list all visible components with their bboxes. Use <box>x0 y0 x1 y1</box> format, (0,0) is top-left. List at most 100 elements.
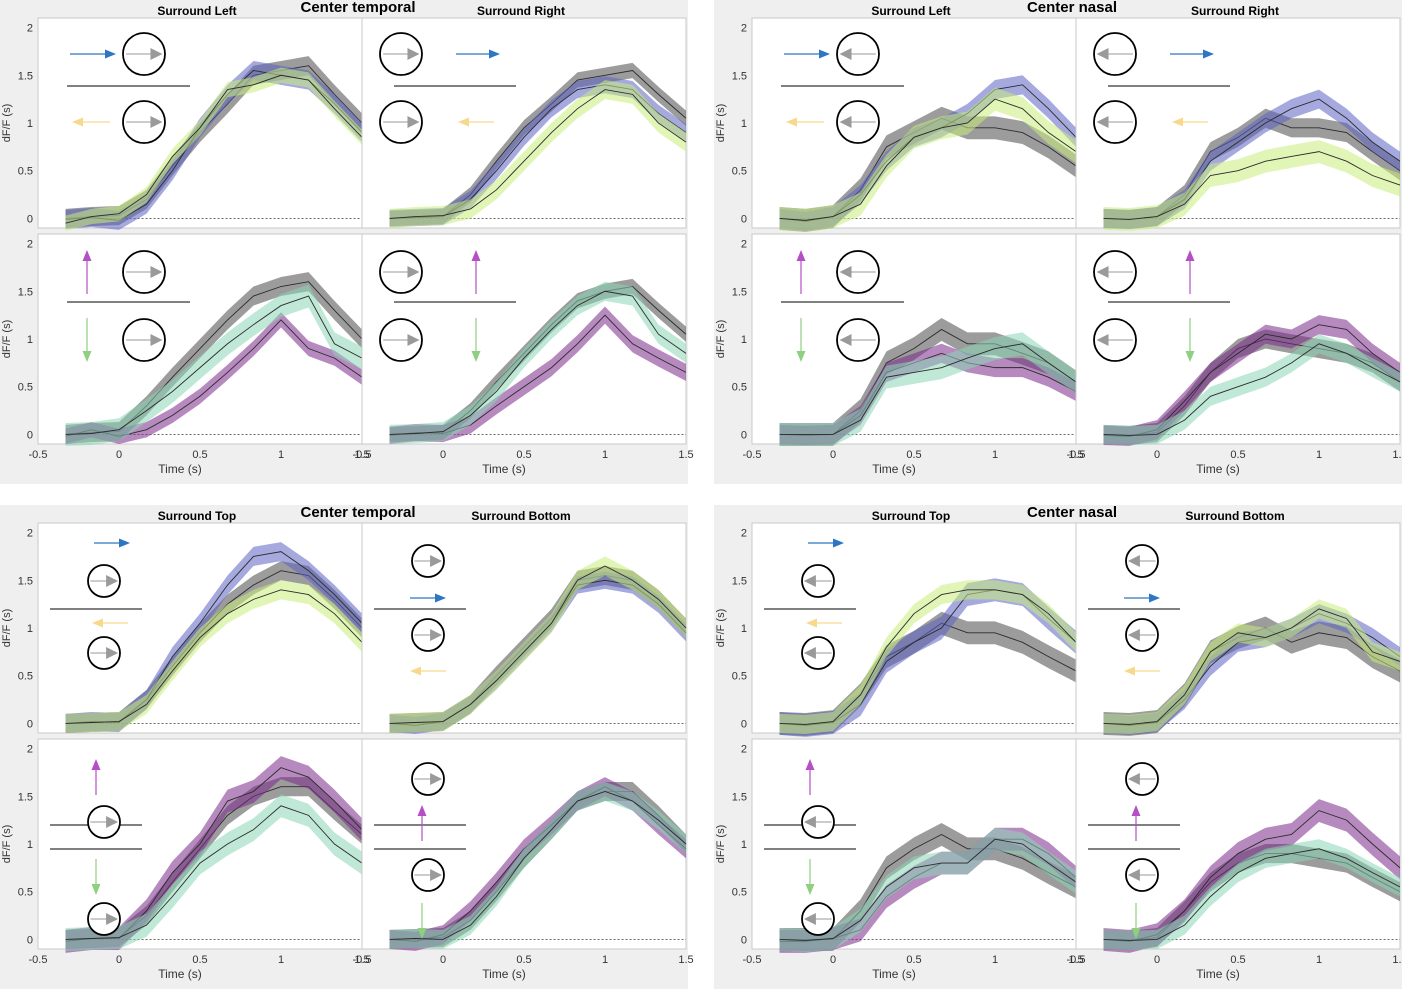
series-line-teal <box>1103 848 1401 941</box>
series-line-teal <box>779 838 1077 941</box>
stimulus-icon-group <box>374 762 466 939</box>
green-arrow-icon-head <box>1131 928 1141 939</box>
series-band-purple <box>1103 315 1400 446</box>
y-tick-label: 2 <box>741 23 747 35</box>
y-tick-label: 1 <box>741 118 747 130</box>
green-arrow-icon-head <box>82 351 92 362</box>
subplot-title-left: Surround Left <box>157 4 236 18</box>
y-axis-label: dF/F (s) <box>715 825 727 864</box>
series-band-yellowgreen <box>779 580 1076 734</box>
x-tick-label: 0.5 <box>516 449 531 461</box>
series-line-teal <box>1103 343 1401 436</box>
panel-group-temporal-lr: Center temporal Surround Left Surround Rig… <box>0 0 694 484</box>
stimulus-circle-top-icon-arrowhead <box>803 816 816 828</box>
series-line-yellowgreen <box>1103 608 1401 725</box>
stimulus-circle-bottom-icon-arrowhead <box>1096 334 1109 346</box>
subplot-1 <box>1075 17 1401 231</box>
subplot-title-left: Surround Top <box>158 509 236 523</box>
blue-arrow-icon-head <box>1149 593 1160 603</box>
panel-group-nasal-tb: Center nasal Surround Top Surround Bottom 0… <box>714 504 1402 989</box>
stimulus-icon-group <box>781 250 904 362</box>
green-arrow-icon-head <box>471 351 481 362</box>
y-tick-label: 1.5 <box>18 70 33 82</box>
y-tick-label: 0.5 <box>732 382 747 394</box>
series-band-teal <box>389 781 686 949</box>
subplot-title-right: Surround Right <box>477 4 565 18</box>
y-tick-label: 0 <box>27 718 33 730</box>
stimulus-circle-bottom-icon-arrowhead <box>150 334 163 346</box>
x-tick-label: 0 <box>830 449 836 461</box>
y-tick-label: 0.5 <box>732 671 747 683</box>
y-tick-label: 1.5 <box>732 575 747 587</box>
subplot-0: 0 0.5 1 1.5 2 dF/F (s) <box>715 522 1077 737</box>
y-tick-label: 1.5 <box>732 791 747 803</box>
stimulus-circle-top-icon-arrowhead <box>1127 773 1140 785</box>
x-tick-label: -0.5 <box>353 954 372 966</box>
green-arrow-icon-head <box>805 884 815 895</box>
series-band-teal <box>1103 334 1400 445</box>
y-tick-label: 2 <box>27 528 33 540</box>
blue-arrow-icon-head <box>1203 49 1214 59</box>
y-tick-label: 1.5 <box>732 286 747 298</box>
stimulus-circle-top-icon-arrowhead <box>839 266 852 278</box>
y-tick-label: 0 <box>27 934 33 946</box>
y-tick-label: 0.5 <box>18 671 33 683</box>
subplot-title-right: Surround Bottom <box>1185 509 1284 523</box>
y-axis-label: dF/F (s) <box>715 320 727 359</box>
series-line-yellowgreen <box>389 89 687 219</box>
stimulus-icon-group <box>764 538 856 670</box>
x-tick-label: 1.5 <box>678 449 693 461</box>
stimulus-circle-top-icon-arrowhead <box>106 816 119 828</box>
y-tick-label: 0 <box>741 718 747 730</box>
blue-arrow-icon-head <box>819 49 830 59</box>
y-tick-label: 1.5 <box>732 70 747 82</box>
subplot-title-left: Surround Left <box>871 4 950 18</box>
series-band-teal <box>779 332 1076 446</box>
stimulus-icon-group <box>1088 762 1180 939</box>
yellow-arrow-icon-head <box>72 117 83 127</box>
x-axis-label: Time (s) <box>158 967 202 981</box>
series-band-purple <box>65 312 362 444</box>
y-tick-label: 0.5 <box>732 166 747 178</box>
yellow-arrow-icon-head <box>410 666 421 676</box>
subplot-2: 0 0.5 1 1.5 2 dF/F (s) -0.5 0 0.5 1 1.5 Time (s) <box>715 738 1084 981</box>
purple-arrow-icon-head <box>1185 250 1195 261</box>
stimulus-circle-top-icon-arrowhead <box>430 555 443 567</box>
y-tick-label: 0 <box>27 429 33 441</box>
purple-arrow-icon-head <box>471 250 481 261</box>
series-band-yellowgreen <box>1103 140 1400 231</box>
series-band-teal <box>1103 839 1400 950</box>
subplot-0: 0 0.5 1 1.5 2 dF/F (s) <box>1 522 363 734</box>
stimulus-circle-bottom-icon-arrowhead <box>1127 869 1140 881</box>
stimulus-icon-group <box>781 32 904 144</box>
subplot-3: -0.5 0 0.5 1 1.5 Time (s) <box>1067 233 1402 476</box>
stimulus-circle-top-icon-arrowhead <box>1096 266 1109 278</box>
yellow-arrow-icon-head <box>1172 117 1183 127</box>
stimulus-icon-group <box>1088 544 1180 676</box>
stimulus-icon-group <box>50 538 142 670</box>
y-tick-label: 1 <box>27 623 33 635</box>
x-tick-label: 1.5 <box>354 954 369 966</box>
yellow-arrow-icon-head <box>92 618 103 628</box>
x-tick-label: 0 <box>440 954 446 966</box>
stimulus-icon-group <box>67 250 190 362</box>
y-tick-label: 1 <box>741 839 747 851</box>
plot-area <box>751 522 1077 734</box>
y-tick-label: 0 <box>741 213 747 225</box>
x-tick-label: 0 <box>116 954 122 966</box>
purple-arrow-icon-head <box>82 250 92 261</box>
series-line-teal <box>779 343 1077 435</box>
group-title: Center temporal <box>300 0 415 16</box>
y-tick-label: 1 <box>27 839 33 851</box>
series-line-yellowgreen <box>1103 151 1401 220</box>
series-band-teal <box>389 281 686 444</box>
x-axis-label: Time (s) <box>1196 967 1240 981</box>
group-title: Center nasal <box>1027 0 1117 16</box>
group-title: Center temporal <box>300 504 415 521</box>
green-arrow-icon-head <box>796 351 806 362</box>
x-tick-label: 0 <box>440 449 446 461</box>
series-band-blue <box>1103 89 1400 229</box>
subplot-0: 0 0.5 1 1.5 2 dF/F (s) <box>715 17 1077 232</box>
y-axis-label: dF/F (s) <box>1 320 13 359</box>
x-tick-label: 1 <box>278 449 284 461</box>
